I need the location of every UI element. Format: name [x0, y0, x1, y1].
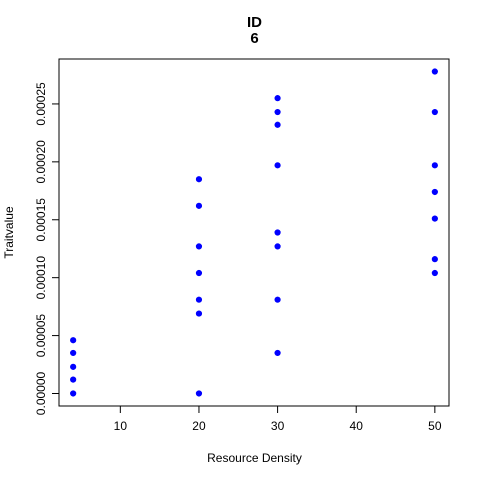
- x-tick-label: 10: [114, 419, 128, 433]
- data-point: [274, 243, 281, 250]
- data-points: [70, 68, 438, 397]
- x-axis-label: Resource Density: [207, 451, 302, 465]
- x-tick-label: 40: [350, 419, 364, 433]
- data-point: [70, 376, 77, 383]
- y-tick-label: 0.00020: [34, 140, 48, 184]
- data-point: [70, 363, 77, 370]
- y-axis: 0.00000 0.00005 0.00010 0.00015 0.00020 0.000…: [34, 82, 60, 415]
- x-tick-label: 30: [271, 419, 285, 433]
- data-point: [431, 68, 438, 75]
- data-point: [195, 269, 203, 277]
- data-point: [274, 108, 281, 116]
- x-axis: 10 20 30 40 50: [114, 405, 442, 433]
- data-point: [195, 243, 203, 250]
- data-point: [195, 390, 203, 397]
- data-point: [274, 95, 281, 102]
- data-point: [274, 349, 281, 357]
- data-point: [431, 108, 438, 116]
- data-point: [195, 310, 203, 317]
- data-point: [431, 269, 438, 277]
- chart-subtitle: 6: [250, 30, 258, 47]
- data-point: [195, 176, 203, 183]
- data-point: [70, 390, 77, 397]
- x-tick-label: 50: [428, 419, 442, 433]
- y-tick-label: 0.00010: [34, 256, 48, 300]
- y-tick-label: 0.00025: [34, 82, 48, 126]
- data-point: [431, 215, 438, 222]
- data-point: [70, 349, 77, 357]
- data-point: [431, 162, 438, 169]
- data-point: [274, 162, 281, 169]
- y-tick-label: 0.00005: [34, 314, 48, 358]
- data-point: [195, 296, 203, 303]
- data-point: [431, 188, 438, 196]
- data-point: [431, 256, 438, 263]
- data-point: [70, 337, 77, 344]
- chart-title: ID: [247, 14, 262, 31]
- y-axis-label: Traitvalue: [2, 206, 16, 259]
- data-point: [274, 121, 281, 128]
- data-point: [195, 202, 203, 209]
- data-point: [274, 296, 281, 303]
- y-tick-label: 0.00015: [34, 198, 48, 242]
- y-tick-label: 0.00000: [34, 371, 48, 415]
- data-point: [274, 229, 281, 236]
- plot-frame: [58, 58, 450, 407]
- x-tick-label: 20: [192, 419, 206, 433]
